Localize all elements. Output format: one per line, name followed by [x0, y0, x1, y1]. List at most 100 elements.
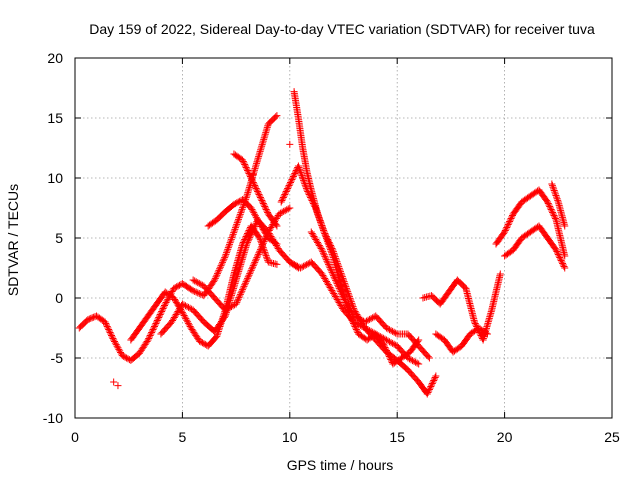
data-point — [250, 260, 258, 268]
data-point — [428, 381, 436, 389]
data-point — [250, 209, 258, 217]
data-point — [174, 282, 182, 290]
data-point — [254, 189, 262, 197]
data-point — [318, 223, 326, 231]
data-point — [194, 279, 202, 287]
data-point — [312, 204, 320, 212]
data-point — [233, 199, 241, 207]
data-point — [290, 261, 298, 269]
data-point — [249, 226, 257, 234]
data-point — [254, 252, 262, 260]
data-point — [273, 260, 281, 268]
data-point — [299, 175, 307, 183]
data-point — [300, 262, 308, 270]
data-point — [297, 264, 305, 272]
data-point — [161, 302, 168, 309]
data-point — [389, 327, 397, 335]
data-point — [123, 354, 131, 362]
data-point — [558, 258, 566, 266]
data-point — [291, 170, 299, 177]
data-point — [547, 206, 555, 213]
data-point — [259, 200, 267, 207]
data-point — [471, 318, 479, 326]
data-point — [327, 267, 335, 275]
data-point — [252, 161, 260, 169]
data-point — [342, 299, 350, 306]
data-point — [286, 140, 294, 148]
data-point — [163, 297, 171, 305]
data-point — [254, 250, 262, 258]
data-point — [298, 172, 306, 180]
data-point — [243, 190, 251, 198]
data-point — [102, 320, 110, 327]
data-point — [145, 333, 153, 341]
data-point — [245, 271, 253, 279]
data-point — [173, 309, 181, 317]
data-point — [251, 257, 259, 265]
data-point — [352, 313, 360, 321]
data-point — [363, 317, 371, 325]
data-point — [313, 209, 321, 217]
data-point — [280, 207, 288, 215]
data-point — [253, 254, 261, 262]
data-point — [325, 242, 333, 250]
data-point — [263, 231, 271, 239]
data-point — [110, 336, 118, 344]
data-point — [410, 357, 418, 365]
data-point — [287, 259, 295, 267]
data-point — [246, 268, 254, 276]
data-point — [551, 215, 559, 222]
data-point — [553, 195, 561, 203]
data-point — [240, 249, 248, 257]
x-tick-label: 20 — [497, 429, 513, 445]
data-point — [461, 283, 469, 291]
data-point — [243, 192, 251, 200]
data-point — [356, 315, 364, 323]
data-point — [340, 294, 347, 302]
data-point — [496, 270, 504, 278]
data-point — [239, 156, 247, 164]
data-point — [195, 279, 203, 287]
data-point — [321, 252, 329, 260]
data-point — [556, 255, 564, 263]
data-point — [260, 238, 268, 246]
data-point — [507, 215, 515, 222]
data-point — [366, 315, 374, 323]
data-point — [404, 354, 412, 362]
data-point — [150, 324, 158, 332]
data-point — [343, 300, 351, 308]
data-point — [311, 203, 319, 210]
data-point — [256, 247, 264, 255]
data-point — [212, 334, 220, 342]
data-point — [234, 215, 242, 223]
data-point — [424, 389, 432, 396]
data-point — [383, 348, 391, 356]
data-point — [233, 220, 241, 228]
data-point — [338, 303, 346, 311]
data-point — [345, 293, 353, 301]
series-trace-l — [432, 324, 491, 356]
data-point — [229, 288, 237, 296]
data-point — [235, 214, 243, 222]
data-point — [110, 378, 118, 386]
data-point — [311, 234, 319, 242]
y-tick-label: 0 — [55, 290, 63, 306]
data-point — [319, 248, 327, 256]
data-point — [186, 322, 194, 330]
data-point — [148, 327, 156, 335]
data-point — [261, 203, 269, 210]
data-point — [325, 262, 333, 270]
data-point — [255, 151, 263, 159]
data-point — [258, 142, 266, 150]
data-point — [426, 384, 434, 392]
data-point — [221, 252, 229, 260]
data-point — [319, 249, 327, 257]
data-point — [264, 122, 272, 130]
data-point — [324, 281, 332, 288]
data-point — [280, 192, 288, 200]
data-point — [324, 239, 332, 247]
data-point — [296, 165, 304, 173]
data-point — [258, 197, 266, 204]
data-point — [227, 293, 235, 301]
data-point — [242, 164, 250, 171]
